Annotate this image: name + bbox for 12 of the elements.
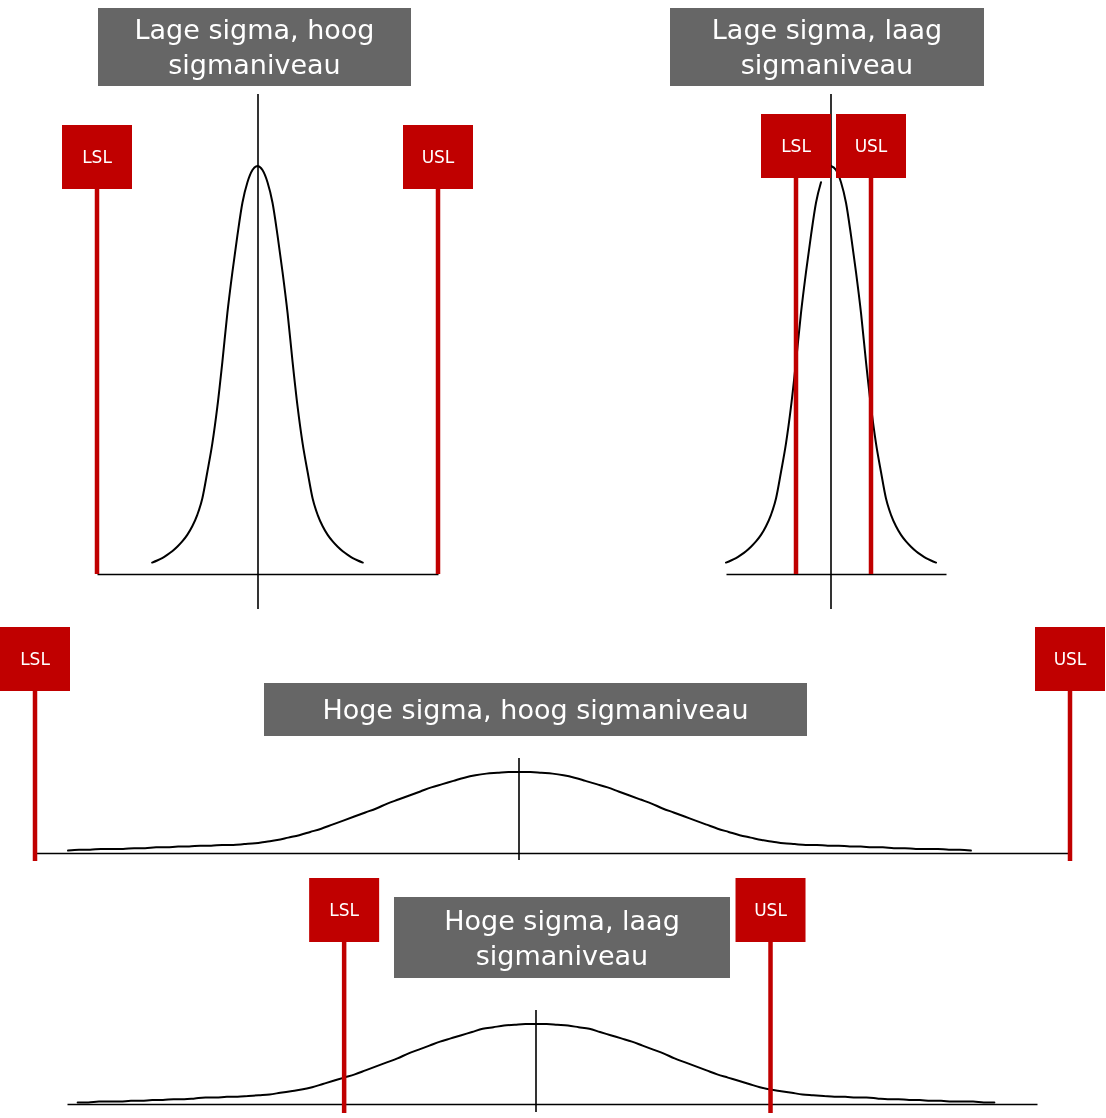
x-tick-label: LSL	[781, 136, 812, 157]
x-tick-label: LSL	[20, 649, 51, 670]
chart-title: Hoge sigma, hoog sigmaniveau	[322, 694, 749, 726]
x-tick-label: USL	[854, 136, 888, 157]
chart-title: Lage sigma, laag sigmaniveau	[711, 14, 943, 81]
x-tick-label: USL	[754, 900, 788, 921]
x-tick-label: USL	[421, 147, 455, 168]
chart-title: Lage sigma, hoog sigmaniveau	[134, 14, 375, 81]
x-tick-label: LSL	[82, 147, 113, 168]
x-tick-label: USL	[1053, 649, 1087, 670]
chart-title: Hoge sigma, laag sigmaniveau	[444, 904, 680, 971]
x-tick-label: LSL	[329, 900, 360, 921]
